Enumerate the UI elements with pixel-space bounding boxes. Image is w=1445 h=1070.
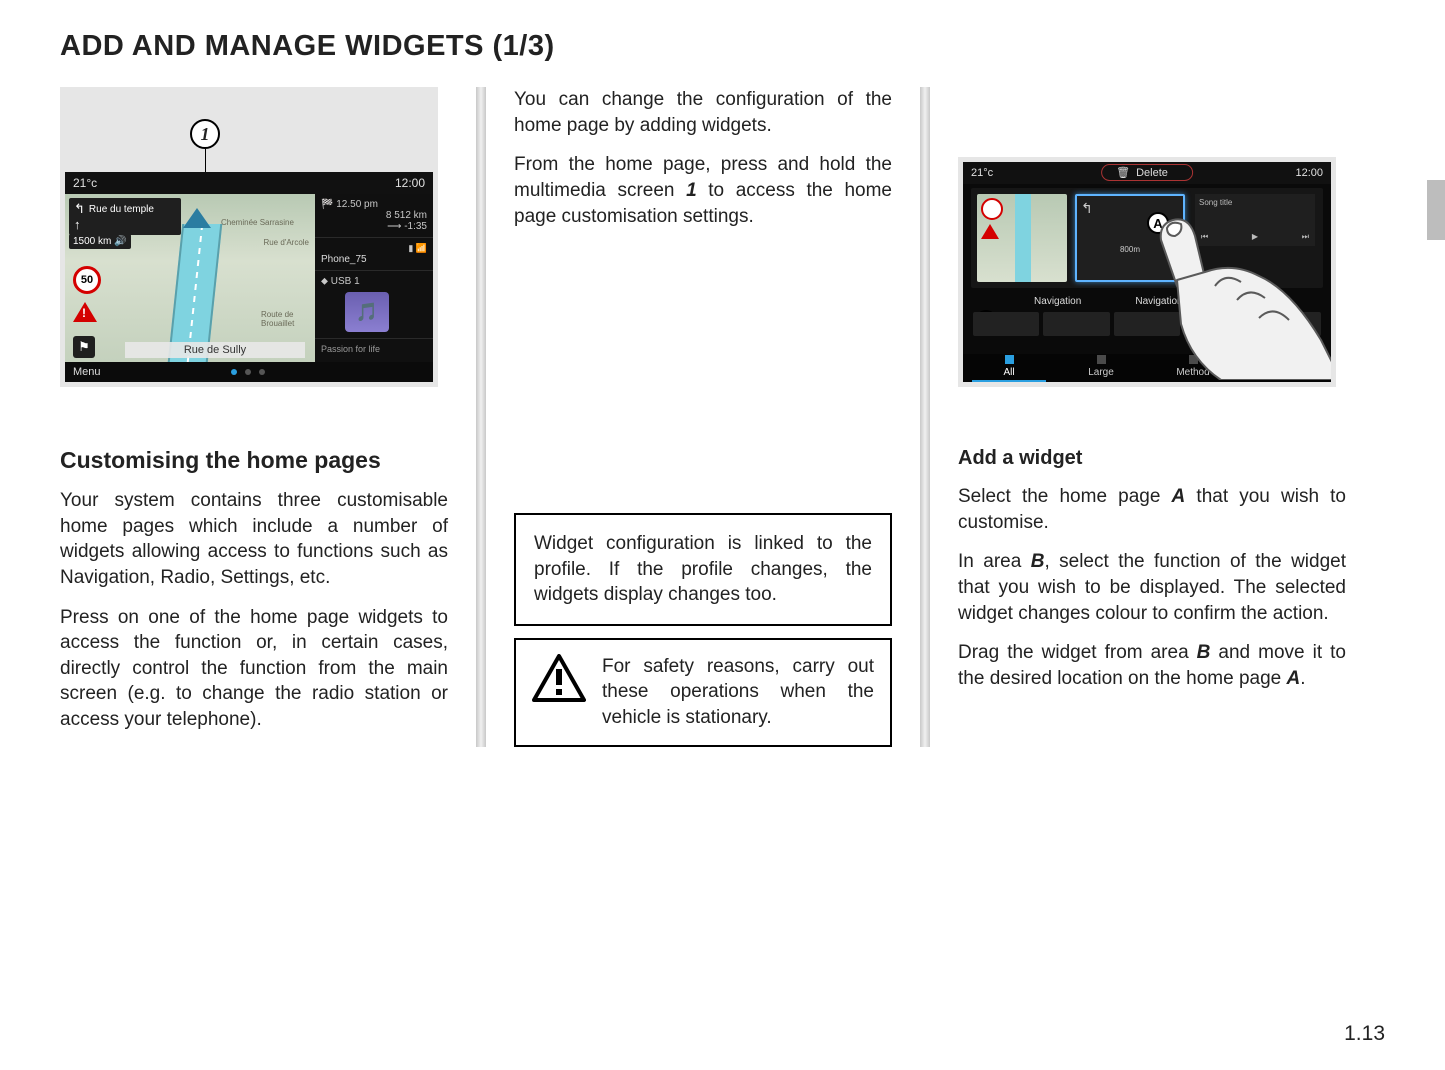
page-dot-1	[231, 369, 237, 375]
page-dot-3	[259, 369, 265, 375]
widget-row-labels: Navigation Navigation Navigation	[1007, 296, 1311, 307]
multimedia-screen-2: 21°c 🗑 Delete 12:00 ↰ 800m	[963, 162, 1331, 382]
title-paging: (1/3)	[484, 30, 555, 62]
page-title: ADD AND MANAGE WIDGETS (1/3)	[60, 30, 1385, 63]
widget-thumb	[1255, 312, 1321, 336]
s2-temperature: 21°c	[971, 167, 993, 179]
map-label-1: Cheminée Sarrasine	[221, 218, 294, 227]
col3-p2: In area B, select the function of the wi…	[958, 549, 1346, 626]
s1-temperature: 21°c	[73, 176, 97, 190]
media-widget: ⬥ USB 1 🎵	[315, 271, 433, 339]
rowlabel-nav1: Navigation	[1007, 296, 1108, 307]
direction-chip: ↰Rue du temple ↑	[69, 198, 181, 235]
column-separator-2	[920, 87, 930, 747]
mini-media-widget: Song title ⏮ ▶ ⏭	[1195, 194, 1315, 246]
phone-widget: ▮ 📶 Phone_75	[315, 238, 433, 271]
rowlabel-nav3: Navigation	[1210, 296, 1311, 307]
prev-track-icon: ⏮	[1201, 232, 1208, 242]
eta-widget: 🏁 12.50 pm 8 512 km ⟶ -1:35	[315, 194, 433, 238]
callout-A: A	[1147, 212, 1169, 234]
page-dots	[231, 369, 265, 375]
profile-note-box: Widget configuration is linked to the pr…	[514, 513, 892, 626]
direction-street: Rue du temple	[89, 204, 154, 215]
widget-thumbnails	[973, 312, 1321, 336]
col1-heading: Customising the home pages	[60, 447, 448, 474]
s1-map-widget: Cheminée Sarrasine Rue d'Arcole Route de…	[65, 194, 315, 362]
destination-flag-icon: ⚑	[73, 336, 95, 358]
safety-warning-box: For safety reasons, carry out these oper…	[514, 638, 892, 747]
col1-p2: Press on one of the home page widg­ets t…	[60, 605, 448, 733]
map-direction-arrow	[183, 208, 211, 228]
col2-p2: From the home page, press and hold the m…	[514, 152, 892, 229]
hazard-icon	[73, 302, 97, 322]
widget-thumb	[973, 312, 1039, 336]
trash-icon: 🗑	[1116, 166, 1130, 179]
mini-nav-widget-selected: ↰ 800m	[1075, 194, 1185, 282]
distance-chip: 1500 km 🔊	[69, 234, 131, 249]
widget-thumb	[1043, 312, 1109, 336]
mini-map-widget	[977, 194, 1067, 282]
current-road-name: Rue de Sully	[125, 342, 305, 358]
music-icon: 🎵	[345, 292, 389, 332]
tagline: Passion for life	[315, 339, 433, 359]
tab-large: Large	[1055, 355, 1147, 382]
multimedia-screen-1: 21°c 12:00 Cheminée Sarrasine Rue d'Arco…	[65, 172, 433, 382]
column-2: You can change the configuration of the …	[504, 87, 902, 747]
s2-status-bar: 21°c 🗑 Delete 12:00	[963, 162, 1331, 184]
col2-p1: You can change the configuration of the …	[514, 87, 892, 138]
s1-bottom-bar: Menu	[65, 362, 433, 382]
menu-button: Menu	[73, 366, 101, 378]
widget-thumb	[1114, 312, 1180, 336]
rowlabel-nav2: Navigation	[1108, 296, 1209, 307]
figure-widget-editor: 21°c 🗑 Delete 12:00 ↰ 800m	[958, 157, 1336, 387]
size-tabs: All Large Method Small	[963, 354, 1331, 382]
s2-clock: 12:00	[1295, 167, 1323, 179]
warning-triangle-icon	[532, 654, 586, 702]
content-columns: 1 21°c 12:00 Cheminée Sarrasine Rue d'Ar…	[60, 87, 1385, 747]
callout-1-bubble: 1	[190, 119, 220, 149]
play-icon: ▶	[1252, 232, 1258, 242]
speed-limit-sign: 50	[73, 266, 101, 294]
tab-method: Method	[1147, 355, 1239, 382]
map-label-3: Route de Brouaillet	[261, 310, 305, 328]
col3-p3: Drag the widget from area B and move it …	[958, 640, 1346, 691]
home-page-preview: ↰ 800m Song title ⏮ ▶ ⏭ A	[971, 188, 1323, 288]
map-label-2: Rue d'Arcole	[263, 238, 309, 247]
next-track-icon: ⏭	[1302, 232, 1309, 242]
tab-all: All	[963, 355, 1055, 382]
delete-button: 🗑 Delete	[1101, 164, 1193, 181]
col3-heading: Add a widget	[958, 447, 1346, 470]
col1-p1: Your system contains three custom­isable…	[60, 488, 448, 591]
widget-thumb	[1184, 312, 1250, 336]
safety-warning-text: For safety reasons, carry out these oper…	[602, 654, 874, 731]
s1-status-bar: 21°c 12:00	[65, 172, 433, 194]
column-3: 21°c 🗑 Delete 12:00 ↰ 800m	[948, 87, 1346, 747]
title-main: ADD AND MANAGE WIDGETS	[60, 30, 484, 62]
page-edge-tab	[1427, 180, 1445, 240]
column-1: 1 21°c 12:00 Cheminée Sarrasine Rue d'Ar…	[60, 87, 458, 747]
page-number: 1.13	[1344, 1022, 1385, 1046]
s1-right-widgets: 🏁 12.50 pm 8 512 km ⟶ -1:35 ▮ 📶 Phone_75…	[315, 194, 433, 362]
figure-home-screen: 1 21°c 12:00 Cheminée Sarrasine Rue d'Ar…	[60, 87, 438, 387]
tab-small: Small	[1239, 355, 1331, 382]
column-separator-1	[476, 87, 486, 747]
page-dot-2	[245, 369, 251, 375]
col3-p1: Select the home page A that you wish to …	[958, 484, 1346, 535]
s1-clock: 12:00	[395, 176, 425, 190]
